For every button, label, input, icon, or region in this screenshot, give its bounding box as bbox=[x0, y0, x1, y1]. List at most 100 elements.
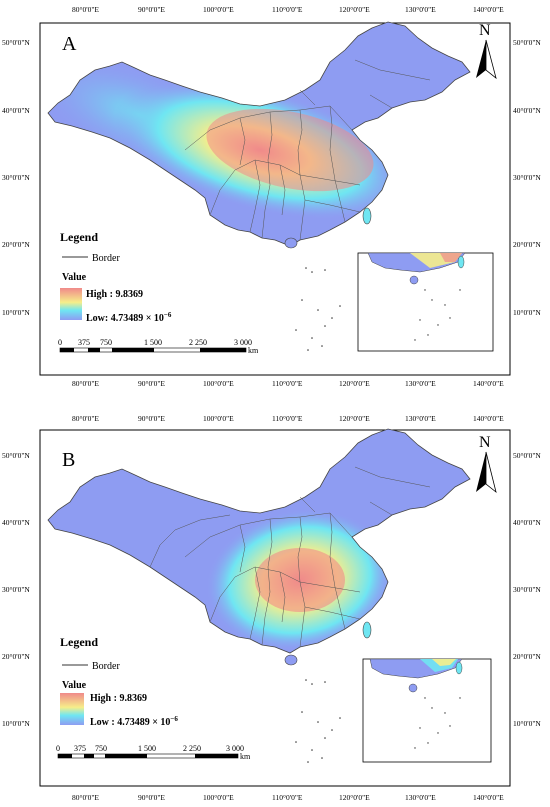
svg-text:110°0'0"E: 110°0'0"E bbox=[272, 414, 303, 423]
svg-text:140°0'0"E: 140°0'0"E bbox=[473, 414, 504, 423]
svg-text:100°0'0"E: 100°0'0"E bbox=[203, 414, 234, 423]
legend-color-ramp bbox=[60, 288, 82, 320]
legend-border-label: Border bbox=[92, 661, 120, 672]
panel-b-graticule-labels: 80°0'0"E 90°0'0"E 100°0'0"E 110°0'0"E 12… bbox=[2, 414, 541, 802]
panel-b-country-outline bbox=[47, 428, 471, 654]
svg-text:110°0'0"E: 110°0'0"E bbox=[272, 379, 303, 388]
svg-text:10°0'0"N: 10°0'0"N bbox=[2, 308, 30, 317]
legend-color-ramp bbox=[60, 693, 84, 725]
svg-text:50°0'0"N: 50°0'0"N bbox=[2, 38, 30, 47]
svg-text:20°0'0"N: 20°0'0"N bbox=[2, 652, 30, 661]
legend-title: Legend bbox=[60, 635, 98, 649]
svg-text:30°0'0"N: 30°0'0"N bbox=[2, 173, 30, 182]
svg-text:120°0'0"E: 120°0'0"E bbox=[339, 414, 370, 423]
panel-b-taiwan bbox=[362, 621, 372, 639]
panel-a-letter: A bbox=[62, 33, 77, 55]
svg-text:100°0'0"E: 100°0'0"E bbox=[203, 793, 234, 802]
legend-value-label: Value bbox=[62, 272, 87, 283]
svg-text:80°0'0"E: 80°0'0"E bbox=[72, 5, 99, 14]
svg-text:N: N bbox=[479, 434, 491, 451]
svg-text:130°0'0"E: 130°0'0"E bbox=[405, 379, 436, 388]
svg-text:N: N bbox=[479, 22, 491, 39]
panel-b-hainan bbox=[284, 654, 298, 666]
legend-border-label: Border bbox=[92, 253, 120, 264]
panel-a-taiwan bbox=[362, 207, 372, 225]
svg-text:20°0'0"N: 20°0'0"N bbox=[513, 652, 541, 661]
panel-a-scale-bar: 0 375 750 1 500 2 250 3 000 km bbox=[58, 338, 259, 355]
svg-text:50°0'0"N: 50°0'0"N bbox=[2, 451, 30, 460]
svg-text:Low: 4.73489 × 10−6: Low: 4.73489 × 10−6 bbox=[86, 311, 172, 324]
legend-value-label: Value bbox=[62, 680, 87, 691]
svg-text:30°0'0"N: 30°0'0"N bbox=[513, 173, 541, 182]
legend-low-exponent: −6 bbox=[164, 311, 172, 319]
svg-text:1 500: 1 500 bbox=[138, 744, 156, 753]
svg-text:90°0'0"E: 90°0'0"E bbox=[138, 414, 165, 423]
panel-b-inset-map bbox=[362, 658, 492, 763]
svg-text:20°0'0"N: 20°0'0"N bbox=[2, 240, 30, 249]
svg-text:40°0'0"N: 40°0'0"N bbox=[2, 106, 30, 115]
svg-text:50°0'0"N: 50°0'0"N bbox=[513, 38, 541, 47]
panel-a-hainan bbox=[284, 237, 298, 249]
svg-text:130°0'0"E: 130°0'0"E bbox=[405, 793, 436, 802]
svg-text:375: 375 bbox=[78, 338, 90, 347]
svg-text:Low : 4.73489 × 10−6: Low : 4.73489 × 10−6 bbox=[90, 715, 178, 728]
svg-text:100°0'0"E: 100°0'0"E bbox=[203, 379, 234, 388]
svg-text:375: 375 bbox=[74, 744, 86, 753]
svg-text:110°0'0"E: 110°0'0"E bbox=[272, 793, 303, 802]
svg-text:3 000: 3 000 bbox=[226, 744, 244, 753]
panel-a-country-outline bbox=[47, 21, 471, 247]
legend-low-label: Low : 4.73489 × 10 bbox=[90, 717, 170, 728]
svg-text:130°0'0"E: 130°0'0"E bbox=[405, 5, 436, 14]
panel-a-north-arrow: N bbox=[476, 22, 497, 80]
panel-a: A N Legend Border Value High : 9.8369 Lo… bbox=[2, 5, 541, 388]
svg-text:2 250: 2 250 bbox=[183, 744, 201, 753]
legend-low-exponent: −6 bbox=[170, 715, 178, 723]
svg-text:40°0'0"N: 40°0'0"N bbox=[513, 106, 541, 115]
svg-text:80°0'0"E: 80°0'0"E bbox=[72, 793, 99, 802]
svg-text:10°0'0"N: 10°0'0"N bbox=[513, 719, 541, 728]
svg-text:0: 0 bbox=[56, 744, 60, 753]
panel-b-letter: B bbox=[62, 449, 75, 471]
svg-text:50°0'0"N: 50°0'0"N bbox=[513, 451, 541, 460]
svg-text:40°0'0"N: 40°0'0"N bbox=[2, 518, 30, 527]
legend-title: Legend bbox=[60, 230, 98, 244]
panel-b-scale-bar: 0 375 750 1 500 2 250 3 000 km bbox=[56, 744, 251, 761]
svg-text:140°0'0"E: 140°0'0"E bbox=[473, 793, 504, 802]
svg-text:km: km bbox=[240, 752, 251, 761]
svg-text:90°0'0"E: 90°0'0"E bbox=[138, 5, 165, 14]
panel-a-legend: Legend Border Value High : 9.8369 Low: 4… bbox=[60, 230, 172, 324]
legend-high-label: High : 9.8369 bbox=[86, 289, 143, 300]
panel-b-province-borders bbox=[149, 466, 431, 648]
svg-text:10°0'0"N: 10°0'0"N bbox=[513, 308, 541, 317]
svg-text:140°0'0"E: 140°0'0"E bbox=[473, 379, 504, 388]
svg-text:120°0'0"E: 120°0'0"E bbox=[339, 793, 370, 802]
svg-text:30°0'0"N: 30°0'0"N bbox=[513, 585, 541, 594]
svg-text:km: km bbox=[248, 346, 259, 355]
svg-text:40°0'0"N: 40°0'0"N bbox=[513, 518, 541, 527]
svg-text:750: 750 bbox=[100, 338, 112, 347]
panel-b: B N Legend Border Value High : 9.8369 Lo… bbox=[2, 414, 541, 802]
svg-text:1 500: 1 500 bbox=[144, 338, 162, 347]
panel-a-province-borders bbox=[184, 59, 431, 241]
svg-text:90°0'0"E: 90°0'0"E bbox=[138, 379, 165, 388]
svg-text:2 250: 2 250 bbox=[189, 338, 207, 347]
panel-b-north-arrow: N bbox=[476, 434, 497, 494]
panel-b-islands bbox=[295, 679, 341, 763]
panel-a-islands bbox=[295, 267, 341, 351]
panel-a-inset-map bbox=[357, 252, 494, 352]
panel-a-graticule-labels: 80°0'0"E 90°0'0"E 100°0'0"E 110°0'0"E 12… bbox=[2, 5, 541, 388]
svg-text:100°0'0"E: 100°0'0"E bbox=[203, 5, 234, 14]
legend-low-label: Low: 4.73489 × 10 bbox=[86, 313, 164, 324]
svg-text:80°0'0"E: 80°0'0"E bbox=[72, 379, 99, 388]
panel-b-legend: Legend Border Value High : 9.8369 Low : … bbox=[60, 635, 178, 728]
svg-text:0: 0 bbox=[58, 338, 62, 347]
svg-text:3 000: 3 000 bbox=[234, 338, 252, 347]
svg-text:20°0'0"N: 20°0'0"N bbox=[513, 240, 541, 249]
svg-text:80°0'0"E: 80°0'0"E bbox=[72, 414, 99, 423]
svg-text:90°0'0"E: 90°0'0"E bbox=[138, 793, 165, 802]
svg-text:140°0'0"E: 140°0'0"E bbox=[473, 5, 504, 14]
svg-text:10°0'0"N: 10°0'0"N bbox=[2, 719, 30, 728]
svg-text:130°0'0"E: 130°0'0"E bbox=[405, 414, 436, 423]
legend-high-label: High : 9.8369 bbox=[90, 693, 147, 704]
